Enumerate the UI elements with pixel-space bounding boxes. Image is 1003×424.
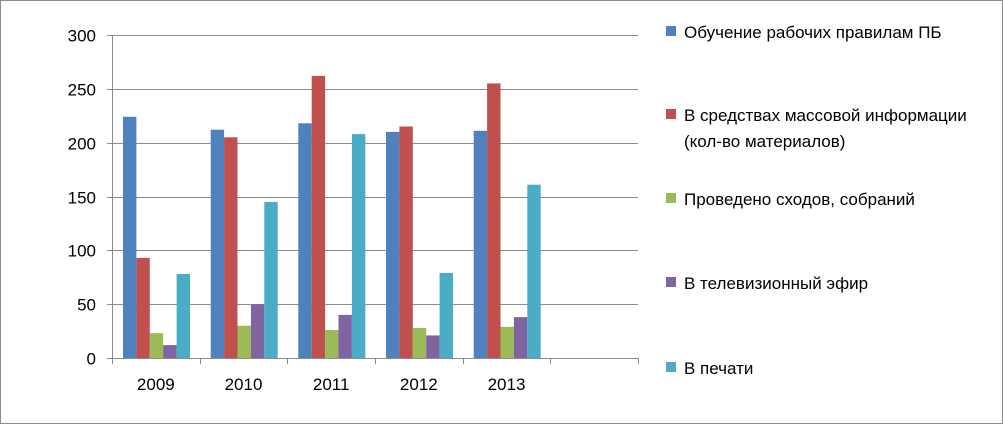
- legend-item-2: В средствах массовой информации (кол-во …: [666, 103, 984, 155]
- bar-2010-series-5: [264, 201, 278, 358]
- bar-2010-series-4: [250, 304, 265, 358]
- y-tick-label: 300: [68, 27, 96, 46]
- legend-swatch-1: [666, 26, 676, 36]
- bar-2010-series-3: [237, 325, 251, 358]
- x-tick-label: 2012: [400, 375, 438, 394]
- legend-item-3: Проведено сходов, собраний: [666, 187, 994, 213]
- legend-item-5: В печати: [666, 356, 994, 382]
- legend-label-2: В средствах массовой информации (кол-во …: [684, 106, 967, 151]
- x-tick-label: 2009: [137, 375, 175, 394]
- bar-2011-series-1: [298, 123, 312, 358]
- legend-swatch-3: [666, 193, 676, 203]
- y-tick-label: 200: [68, 135, 96, 154]
- y-tick-label: 50: [77, 296, 96, 315]
- legend-label-3: Проведено сходов, собраний: [684, 190, 915, 209]
- bar-2009-series-5: [176, 274, 190, 358]
- bar-2011-series-5: [351, 134, 366, 358]
- x-tick-label: 2013: [488, 375, 526, 394]
- bar-2009-series-2: [136, 257, 150, 358]
- bar-2011-series-2: [311, 75, 326, 359]
- legend-swatch-4: [666, 277, 676, 287]
- bar-2013-series-2: [487, 83, 501, 359]
- y-tick-label: 0: [87, 350, 96, 369]
- bar-2011-series-3: [325, 330, 339, 358]
- legend: Обучение рабочих правилам ПБ В средствах…: [666, 0, 1001, 422]
- legend-item-4: В телевизионный эфир: [666, 271, 994, 297]
- bar-2012-series-3: [412, 327, 427, 358]
- bar-2010-series-2: [224, 137, 238, 358]
- y-tick-label: 250: [68, 81, 96, 100]
- bar-2009-series-4: [163, 345, 177, 358]
- bar-2012-series-4: [426, 335, 440, 358]
- legend-label-4: В телевизионный эфир: [684, 274, 869, 293]
- legend-label-5: В печати: [684, 359, 754, 378]
- bar-2013-series-4: [513, 317, 528, 358]
- legend-swatch-5: [666, 362, 676, 372]
- legend-item-1: Обучение рабочих правилам ПБ: [666, 20, 994, 46]
- bar-2009-series-1: [123, 116, 137, 358]
- bar-2011-series-4: [338, 314, 352, 358]
- y-tick-label: 100: [68, 242, 96, 261]
- bar-2009-series-3: [149, 333, 164, 358]
- x-tick-label: 2011: [313, 375, 350, 394]
- y-tick-label: 150: [68, 189, 96, 208]
- bar-2012-series-1: [386, 131, 400, 358]
- x-tick-label: 2010: [225, 375, 263, 394]
- bar-2010-series-1: [210, 129, 225, 358]
- bar-2012-series-5: [439, 272, 453, 358]
- bar-2012-series-2: [399, 126, 413, 358]
- legend-swatch-2: [666, 109, 676, 119]
- bar-2013-series-3: [500, 326, 514, 358]
- bar-2013-series-1: [473, 130, 488, 358]
- legend-label-1: Обучение рабочих правилам ПБ: [684, 23, 942, 42]
- bar-2013-series-5: [527, 184, 541, 358]
